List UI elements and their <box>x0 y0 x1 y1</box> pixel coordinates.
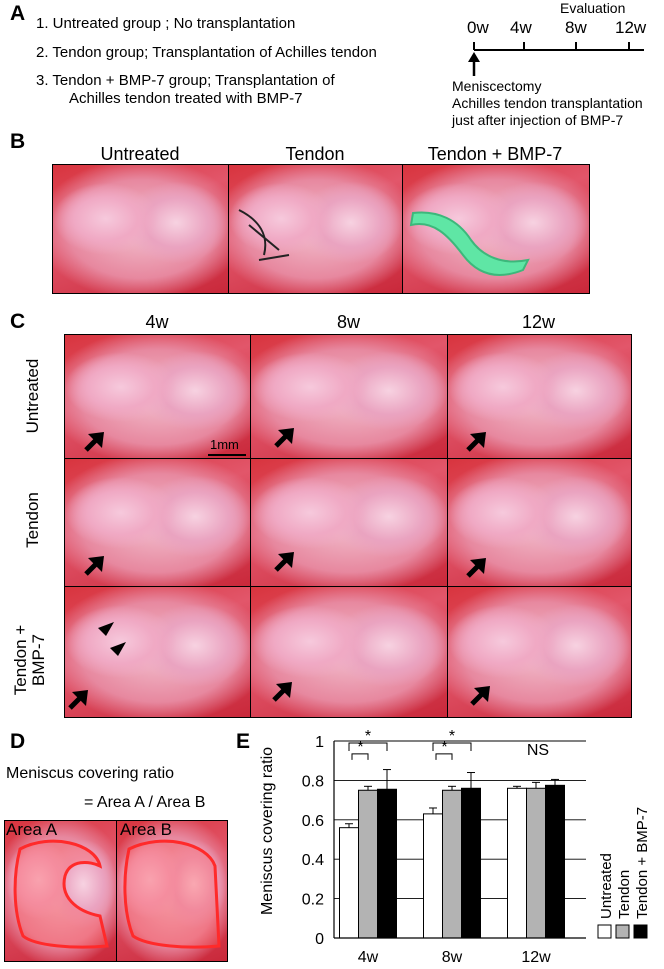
significance-star: * <box>449 729 455 745</box>
bar <box>377 788 397 939</box>
panel-a-letter: A <box>10 2 26 25</box>
panel-d-photo-area-b <box>116 820 228 962</box>
group-2-text: 2. Tendon group; Transplantation of Achi… <box>36 44 377 61</box>
panel-b-letter: B <box>10 130 26 153</box>
area-b-outline <box>123 839 221 949</box>
significance-bracket <box>435 753 453 760</box>
y-tick-label: 1 <box>315 734 324 751</box>
legend-label: Tendon + BMP-7 <box>634 807 651 919</box>
tick-label-8w: 8w <box>565 18 587 37</box>
suture-icon <box>238 209 290 261</box>
y-tick-label: 0.6 <box>302 813 324 830</box>
ns-label: NS <box>527 742 549 759</box>
panel-c-col-12w: 12w <box>521 312 556 332</box>
timeline-note-3: just after injection of BMP-7 <box>452 112 624 128</box>
group-3-text: 3. Tendon + BMP-7 group; Transplantation… <box>36 72 335 89</box>
bar <box>442 789 462 939</box>
panel-b-photo-bmp7 <box>402 164 590 294</box>
panel-c-letter: C <box>10 310 26 333</box>
significance-bracket <box>432 742 472 751</box>
area-a-outline <box>13 839 109 949</box>
panel-b-header-bmp7: Tendon + BMP-7 <box>427 144 563 164</box>
panel-c-row-bmp7: Tendon + BMP-7 <box>10 600 56 720</box>
panel-c-photo-bmp7-12w <box>447 586 632 718</box>
timeline-note-1: Meniscectomy <box>452 78 542 94</box>
panel-d-letter: D <box>10 730 26 753</box>
x-tick-label: 4w <box>358 949 379 966</box>
significance-bracket <box>351 753 369 760</box>
y-axis-label: Meniscus covering ratio <box>259 747 276 915</box>
tick-label-12w: 12w <box>615 18 647 37</box>
panel-b-photo-untreated <box>52 164 230 294</box>
panel-b-photo-tendon <box>228 164 404 294</box>
bar <box>339 827 359 939</box>
significance-bracket <box>348 742 388 751</box>
timeline-note-2: Achilles tendon transplantation <box>452 95 643 111</box>
panel-d-photo-area-a <box>4 820 118 962</box>
area-b-label: Area B <box>120 820 172 839</box>
y-tick-label: 0 <box>315 931 324 948</box>
evaluation-label: Evaluation <box>560 0 626 16</box>
up-arrow-icon <box>468 52 480 76</box>
bar <box>358 789 378 939</box>
x-tick-label: 12w <box>521 949 551 966</box>
panel-c-photo-tendon-8w <box>250 458 449 588</box>
panel-e-letter: E <box>236 730 251 753</box>
y-tick-label: 0.8 <box>302 773 324 790</box>
panel-c-row-bmp7-line2: BMP-7 <box>29 634 48 686</box>
legend-label: Untreated <box>598 853 615 919</box>
legend-swatch <box>633 924 648 939</box>
bar <box>526 787 546 939</box>
panel-c-photo-untreated-12w <box>447 334 632 460</box>
green-graft-icon <box>409 211 530 276</box>
legend-label: Tendon <box>616 870 633 919</box>
panel-c-col-4w: 4w <box>145 312 169 332</box>
area-a-label: Area A <box>6 820 58 839</box>
panel-d-title: Meniscus covering ratio <box>6 765 175 782</box>
panel-c-row-tendon: Tendon <box>23 492 42 548</box>
significance-star: * <box>365 729 371 745</box>
tick-label-4w: 4w <box>510 18 532 37</box>
panel-c-photo-untreated-8w <box>250 334 449 460</box>
panel-c-photo-bmp7-8w <box>250 586 449 718</box>
significance-star: * <box>441 739 447 756</box>
panel-c-photo-tendon-12w <box>447 458 632 588</box>
timeline-axis <box>468 42 644 76</box>
panel-c-row-untreated: Untreated <box>23 358 42 434</box>
panel-c-row-bmp7-line1: Tendon + <box>11 624 30 696</box>
scale-bar <box>208 454 246 456</box>
group-1-text: 1. Untreated group ; No transplantation <box>36 15 296 32</box>
bar <box>545 784 565 939</box>
group-3-text-cont: Achilles tendon treated with BMP-7 <box>69 90 303 107</box>
tick-label-0w: 0w <box>467 18 489 37</box>
y-tick-label: 0.2 <box>302 892 324 909</box>
bar <box>423 813 443 939</box>
y-tick-label: 0.4 <box>302 852 324 869</box>
panel-c-photo-tendon-4w <box>64 458 252 588</box>
x-tick-label: 8w <box>442 949 463 966</box>
legend-swatch <box>597 924 612 939</box>
panel-b-header-tendon: Tendon <box>285 144 345 164</box>
scale-bar-label: 1mm <box>210 437 239 452</box>
panel-b-header-untreated: Untreated <box>100 144 180 164</box>
significance-star: * <box>357 739 363 756</box>
panel-c-photo-bmp7-4w <box>64 586 252 718</box>
bar <box>507 787 527 939</box>
panel-d-formula: = Area A / Area B <box>84 794 206 811</box>
bar-chart: 00.20.40.60.81 4w 8w 12w **** NS Untreated T… <box>259 729 651 966</box>
legend-swatch <box>615 924 630 939</box>
panel-c-col-8w: 8w <box>336 312 360 332</box>
bar <box>461 787 481 939</box>
